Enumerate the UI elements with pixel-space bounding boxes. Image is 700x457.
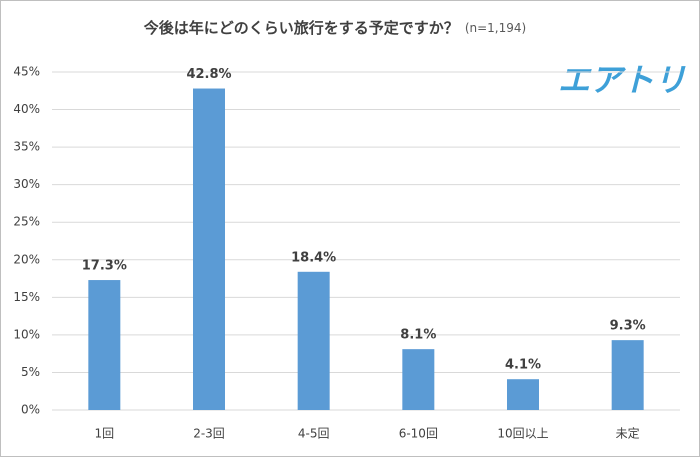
value-label: 17.3%	[82, 259, 127, 274]
bar	[193, 88, 225, 410]
y-tick-label: 45%	[13, 65, 40, 79]
y-tick-label: 40%	[13, 102, 40, 116]
bar	[88, 280, 121, 410]
bar	[297, 271, 330, 410]
value-label: 18.4%	[291, 250, 336, 265]
bar	[507, 379, 539, 410]
x-tick-label: 2-3回	[193, 427, 225, 441]
x-tick-label: 4-5回	[298, 427, 330, 441]
x-tick-label: 未定	[616, 426, 640, 441]
y-tick-label: 0%	[21, 403, 40, 417]
bar	[402, 349, 435, 410]
logo: エアトリ	[558, 61, 686, 99]
value-label: 42.8%	[186, 67, 231, 82]
chart-heading: 今後は年にどのくらい旅行をする予定ですか？ (n=1,194)	[143, 19, 526, 37]
y-tick-label: 30%	[13, 177, 40, 191]
y-tick-label: 5%	[21, 365, 40, 379]
x-tick-label: 6-10回	[399, 427, 438, 441]
y-tick-label: 25%	[13, 215, 40, 229]
y-tick-label: 15%	[13, 290, 40, 304]
bar	[611, 340, 644, 410]
y-tick-label: 10%	[13, 327, 40, 341]
x-tick-label: 1回	[95, 427, 115, 441]
value-label: 4.1%	[505, 358, 541, 373]
chart-title: 今後は年にどのくらい旅行をする予定ですか？	[143, 19, 459, 37]
chart-subtitle: (n=1,194)	[465, 21, 526, 35]
x-tick-label: 10回以上	[497, 427, 548, 441]
y-tick-label: 35%	[13, 140, 40, 154]
value-label: 8.1%	[400, 328, 436, 343]
y-tick-label: 20%	[13, 252, 40, 266]
value-label: 9.3%	[610, 319, 646, 334]
